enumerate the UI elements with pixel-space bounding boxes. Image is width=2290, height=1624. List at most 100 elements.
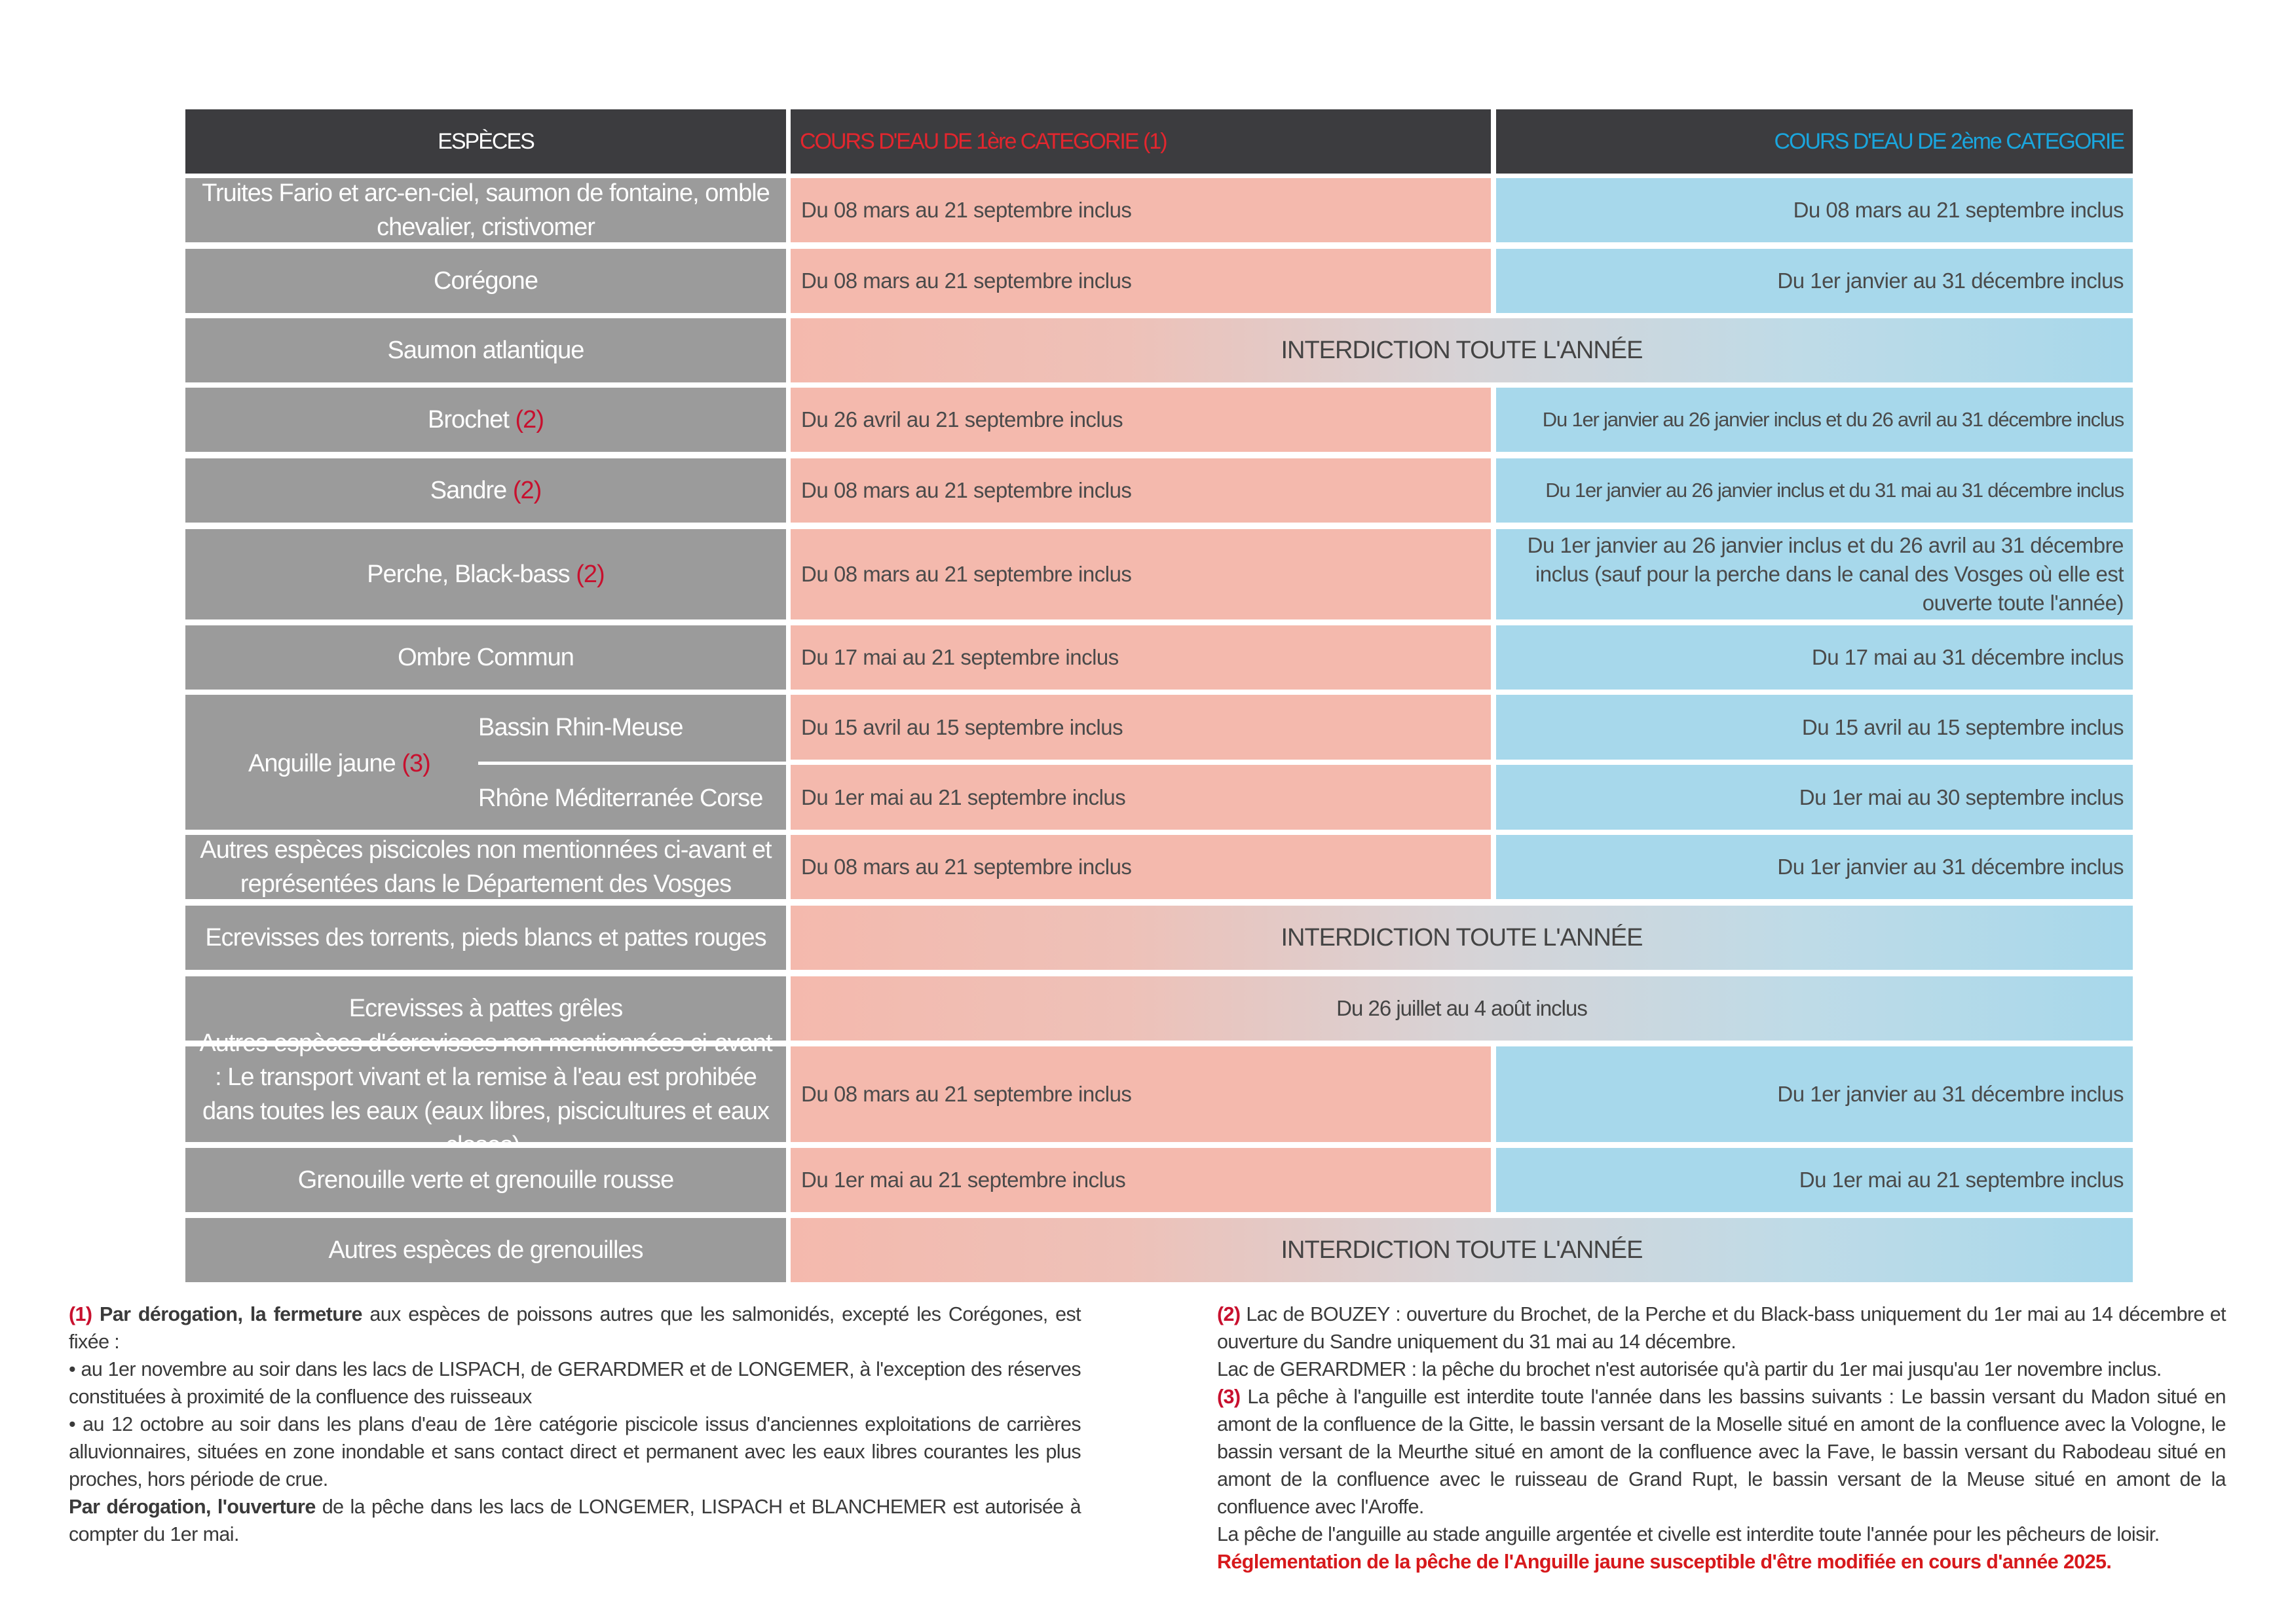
species-brochet: Brochet (2) [185,388,786,452]
cat2-brochet: Du 1er janvier au 26 janvier inclus et d… [1496,388,2133,452]
cat1-autres-pisc-label: Du 08 mars au 21 septembre inclus [801,855,1132,879]
footnote-1-text: aux espèces de poissons autres que les s… [69,1303,1081,1353]
species-ecr-autres: Autres espèces d'écrevisses non mentionn… [185,1029,786,1159]
species-coregone: Corégone [185,249,786,313]
species-ecr-autres-label: Autres espèces d'écrevisses non mentionn… [199,1029,772,1159]
cat2-anguille-rhin: Du 15 avril au 15 septembre inclus [1496,695,2133,760]
cat1-coregone: Du 08 mars au 21 septembre inclus [791,249,1491,313]
footnote-2-3: (2) Lac de BOUZEY : ouverture du Brochet… [1217,1301,2226,1576]
cat2-anguille-rhone-label: Du 1er mai au 30 septembre inclus [1799,784,2124,809]
species-truites-label: Truites Fario et arc-en-ciel, saumon de … [202,179,770,241]
header-species: ESPÈCES [185,109,786,174]
species-ombre: Ombre Commun [185,625,786,690]
cat2-perche: Du 1er janvier au 26 janvier inclus et d… [1496,529,2133,619]
cat2-brochet-label: Du 1er janvier au 26 janvier inclus et d… [1542,408,2124,431]
cat2-sandre-label: Du 1er janvier au 26 janvier inclus et d… [1545,479,2124,502]
cat1-grenouille: Du 1er mai au 21 septembre inclus [791,1148,1491,1212]
species-perche: Perche, Black-bass (2) [185,529,786,619]
header-species-label: ESPÈCES [438,128,535,154]
cat2-truites: Du 08 mars au 21 septembre inclus [1496,178,2133,242]
cat1-brochet-label: Du 26 avril au 21 septembre inclus [801,407,1123,432]
footnote-3-mark: (3) [1217,1386,1241,1408]
cat1-truites-label: Du 08 mars au 21 septembre inclus [801,198,1132,222]
species-saumon-label: Saumon atlantique [387,337,585,364]
footnote-3-warning: Réglementation de la pêche de l'Anguille… [1217,1551,2112,1573]
cat2-ombre: Du 17 mai au 31 décembre inclus [1496,625,2133,690]
cat2-ecr-autres-label: Du 1er janvier au 31 décembre inclus [1777,1082,2124,1106]
cat1-ecr-autres-label: Du 08 mars au 21 septembre inclus [801,1082,1132,1106]
footnote-2-gerardmer: Lac de GERARDMER : la pêche du brochet n… [1217,1358,2162,1380]
cat1-ecr-autres: Du 08 mars au 21 septembre inclus [791,1046,1491,1142]
footnote-1-lead: Par dérogation, la fermeture [100,1303,362,1325]
footnote-1-mark: (1) [69,1303,92,1325]
cat1-anguille-rhone-label: Du 1er mai au 21 septembre inclus [801,784,1126,809]
cat2-sandre: Du 1er janvier au 26 janvier inclus et d… [1496,458,2133,523]
note-ref-2: (2) [512,477,542,504]
species-sandre: Sandre (2) [185,458,786,523]
species-ecr-greles: Ecrevisses à pattes grêles [185,976,786,1041]
footnote-3: (3) La pêche à l'anguille est interdite … [1217,1383,2226,1521]
basin-rhin-meuse: Bassin Rhin-Meuse [478,714,683,741]
both-grenouilles-autres-label: INTERDICTION TOUTE L'ANNÉE [1281,1236,1643,1264]
note-ref-2: (2) [576,561,605,588]
footnote-2-text: Lac de BOUZEY : ouverture du Brochet, de… [1217,1303,2226,1353]
species-anguille-label: Anguille jaune (3) [248,747,431,781]
footnote-1-bullet-2: • au 12 octobre au soir dans les plans d… [69,1413,1081,1490]
species-truites: Truites Fario et arc-en-ciel, saumon de … [185,178,786,242]
footnote-1-text-2: de la pêche dans les lacs de LONGEMER, L… [69,1496,1081,1545]
species-sandre-name: Sandre [430,477,508,504]
header-cat1-label: COURS D'EAU DE 1ère CATEGORIE (1) [800,128,1168,154]
cat1-autres-pisc: Du 08 mars au 21 septembre inclus [791,835,1491,899]
species-anguille: Anguille jaune (3) Bassin Rhin-Meuse Rhô… [185,695,786,830]
cat1-anguille-rhin-label: Du 15 avril au 15 septembre inclus [801,714,1123,739]
species-ombre-label: Ombre Commun [398,644,574,671]
cat2-grenouille-label: Du 1er mai au 21 septembre inclus [1799,1168,2124,1192]
header-cat2: COURS D'EAU DE 2ème CATEGORIE [1496,109,2133,174]
footnote-3-argentee: La pêche de l'anguille au stade anguille… [1217,1523,2160,1545]
species-ecr-greles-label: Ecrevisses à pattes grêles [348,995,624,1022]
note-ref-2: (2) [515,406,544,434]
footnote-2-mark: (2) [1217,1303,1241,1325]
header-cat2-label: COURS D'EAU DE 2ème CATEGORIE [1774,128,2125,154]
species-grenouilles-autres: Autres espèces de grenouilles [185,1218,786,1282]
footnote-2: (2) Lac de BOUZEY : ouverture du Brochet… [1217,1301,2226,1356]
footnote-1-lead-2: Par dérogation, l'ouverture [69,1496,316,1518]
cat2-ecr-autres: Du 1er janvier au 31 décembre inclus [1496,1046,2133,1142]
basin-divider [478,762,786,765]
species-grenouilles-autres-label: Autres espèces de grenouilles [328,1236,643,1264]
species-autres-pisc: Autres espèces piscicoles non mentionnée… [185,835,786,899]
species-ecr-torrents-label: Ecrevisses des torrents, pieds blancs et… [205,924,766,951]
cat1-truites: Du 08 mars au 21 septembre inclus [791,178,1491,242]
both-saumon: INTERDICTION TOUTE L'ANNÉE [791,318,2133,382]
footnote-1: (1) Par dérogation, la fermeture aux esp… [69,1301,1081,1548]
species-sandre-label: Sandre (2) [430,473,542,507]
cat2-truites-label: Du 08 mars au 21 septembre inclus [1793,198,2124,222]
cat1-sandre-label: Du 08 mars au 21 septembre inclus [801,478,1132,502]
cat2-ombre-label: Du 17 mai au 31 décembre inclus [1811,645,2124,669]
cat2-autres-pisc-label: Du 1er janvier au 31 décembre inclus [1777,855,2124,879]
cat2-perche-label: Du 1er janvier au 26 janvier inclus et d… [1527,533,2124,615]
species-brochet-name: Brochet [428,406,510,434]
species-anguille-name: Anguille jaune [248,750,396,777]
footnote-1-bullet-1: • au 1er novembre au soir dans les lacs … [69,1358,1081,1408]
cat2-grenouille: Du 1er mai au 21 septembre inclus [1496,1148,2133,1212]
cat1-coregone-label: Du 08 mars au 21 septembre inclus [801,268,1132,293]
species-ecr-torrents: Ecrevisses des torrents, pieds blancs et… [185,906,786,970]
cat2-coregone-label: Du 1er janvier au 31 décembre inclus [1777,268,2124,293]
basin-rhone: Rhône Méditerranée Corse [478,784,763,812]
species-grenouille: Grenouille verte et grenouille rousse [185,1148,786,1212]
cat2-coregone: Du 1er janvier au 31 décembre inclus [1496,249,2133,313]
header-cat1: COURS D'EAU DE 1ère CATEGORIE (1) [791,109,1491,174]
species-brochet-label: Brochet (2) [428,403,544,437]
cat2-anguille-rhone: Du 1er mai au 30 septembre inclus [1496,765,2133,830]
cat1-ombre-label: Du 17 mai au 21 septembre inclus [801,645,1119,669]
both-ecr-greles: Du 26 juillet au 4 août inclus [791,976,2133,1041]
cat2-autres-pisc: Du 1er janvier au 31 décembre inclus [1496,835,2133,899]
species-autres-pisc-label: Autres espèces piscicoles non mentionnée… [200,836,772,898]
cat1-anguille-rhin: Du 15 avril au 15 septembre inclus [791,695,1491,760]
cat1-sandre: Du 08 mars au 21 septembre inclus [791,458,1491,523]
species-grenouille-label: Grenouille verte et grenouille rousse [297,1166,674,1194]
cat1-perche-label: Du 08 mars au 21 septembre inclus [801,562,1132,586]
footnote-1-intro: (1) Par dérogation, la fermeture aux esp… [69,1301,1081,1356]
